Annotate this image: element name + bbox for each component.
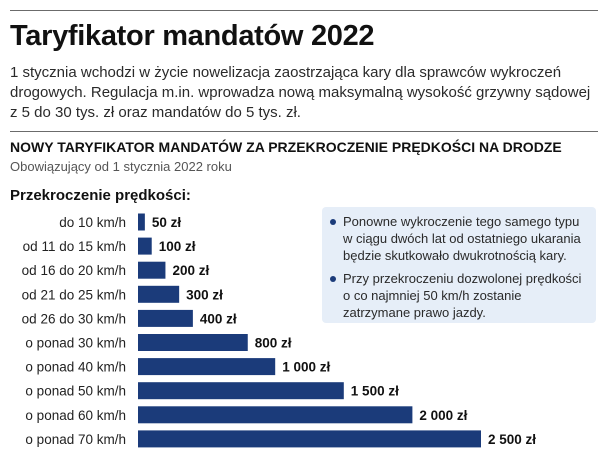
category-label: o ponad 50 km/h [25, 384, 126, 399]
info-box: Ponowne wykroczenie tego samego typu w c… [322, 207, 596, 323]
category-label: od 16 do 20 km/h [22, 263, 126, 278]
category-label: o ponad 70 km/h [25, 432, 126, 447]
category-label: do 10 km/h [59, 215, 126, 230]
bar [138, 213, 145, 231]
bullet-icon [330, 219, 336, 225]
section-divider [10, 131, 598, 132]
top-divider [10, 10, 598, 11]
bar [138, 382, 344, 400]
bar [138, 237, 152, 255]
category-label: o ponad 40 km/h [25, 360, 126, 375]
value-label: 100 zł [159, 239, 196, 254]
value-label: 1 000 zł [282, 360, 330, 375]
info-note-text: Przy przekroczeniu dozwolonej prędkości … [343, 271, 582, 320]
info-note: Przy przekroczeniu dozwolonej prędkości … [330, 270, 586, 321]
bar [138, 334, 248, 351]
value-label: 200 zł [172, 263, 209, 278]
bar [138, 285, 180, 303]
bar [138, 309, 193, 327]
value-label: 2 000 zł [419, 408, 467, 423]
value-label: 1 500 zł [351, 384, 399, 399]
category-label: od 21 do 25 km/h [22, 287, 126, 302]
category-label: od 11 do 15 km/h [23, 239, 126, 254]
bar [138, 430, 481, 448]
category-label: o ponad 30 km/h [25, 336, 126, 351]
page-title: Taryfikator mandatów 2022 [10, 20, 375, 52]
bullet-icon [330, 276, 336, 282]
value-label: 2 500 zł [488, 432, 536, 447]
bar [138, 358, 276, 376]
category-label: o ponad 60 km/h [25, 408, 126, 423]
category-label: od 26 do 30 km/h [22, 311, 126, 326]
chart-subtitle: Obowiązujący od 1 stycznia 2022 roku [10, 159, 232, 174]
chart-title: NOWY TARYFIKATOR MANDATÓW ZA PRZEKROCZEN… [10, 139, 562, 155]
bar [138, 261, 166, 279]
value-label: 300 zł [186, 287, 223, 302]
value-label: 800 zł [255, 336, 292, 351]
lead-paragraph: 1 stycznia wchodzi w życie nowelizacja z… [10, 64, 591, 121]
info-note: Ponowne wykroczenie tego samego typu w c… [330, 213, 586, 264]
value-label: 50 zł [152, 215, 182, 230]
value-label: 400 zł [200, 311, 237, 326]
category-heading: Przekroczenie prędkości: [10, 187, 191, 204]
info-note-text: Ponowne wykroczenie tego samego typu w c… [343, 214, 581, 263]
bar [138, 406, 413, 424]
